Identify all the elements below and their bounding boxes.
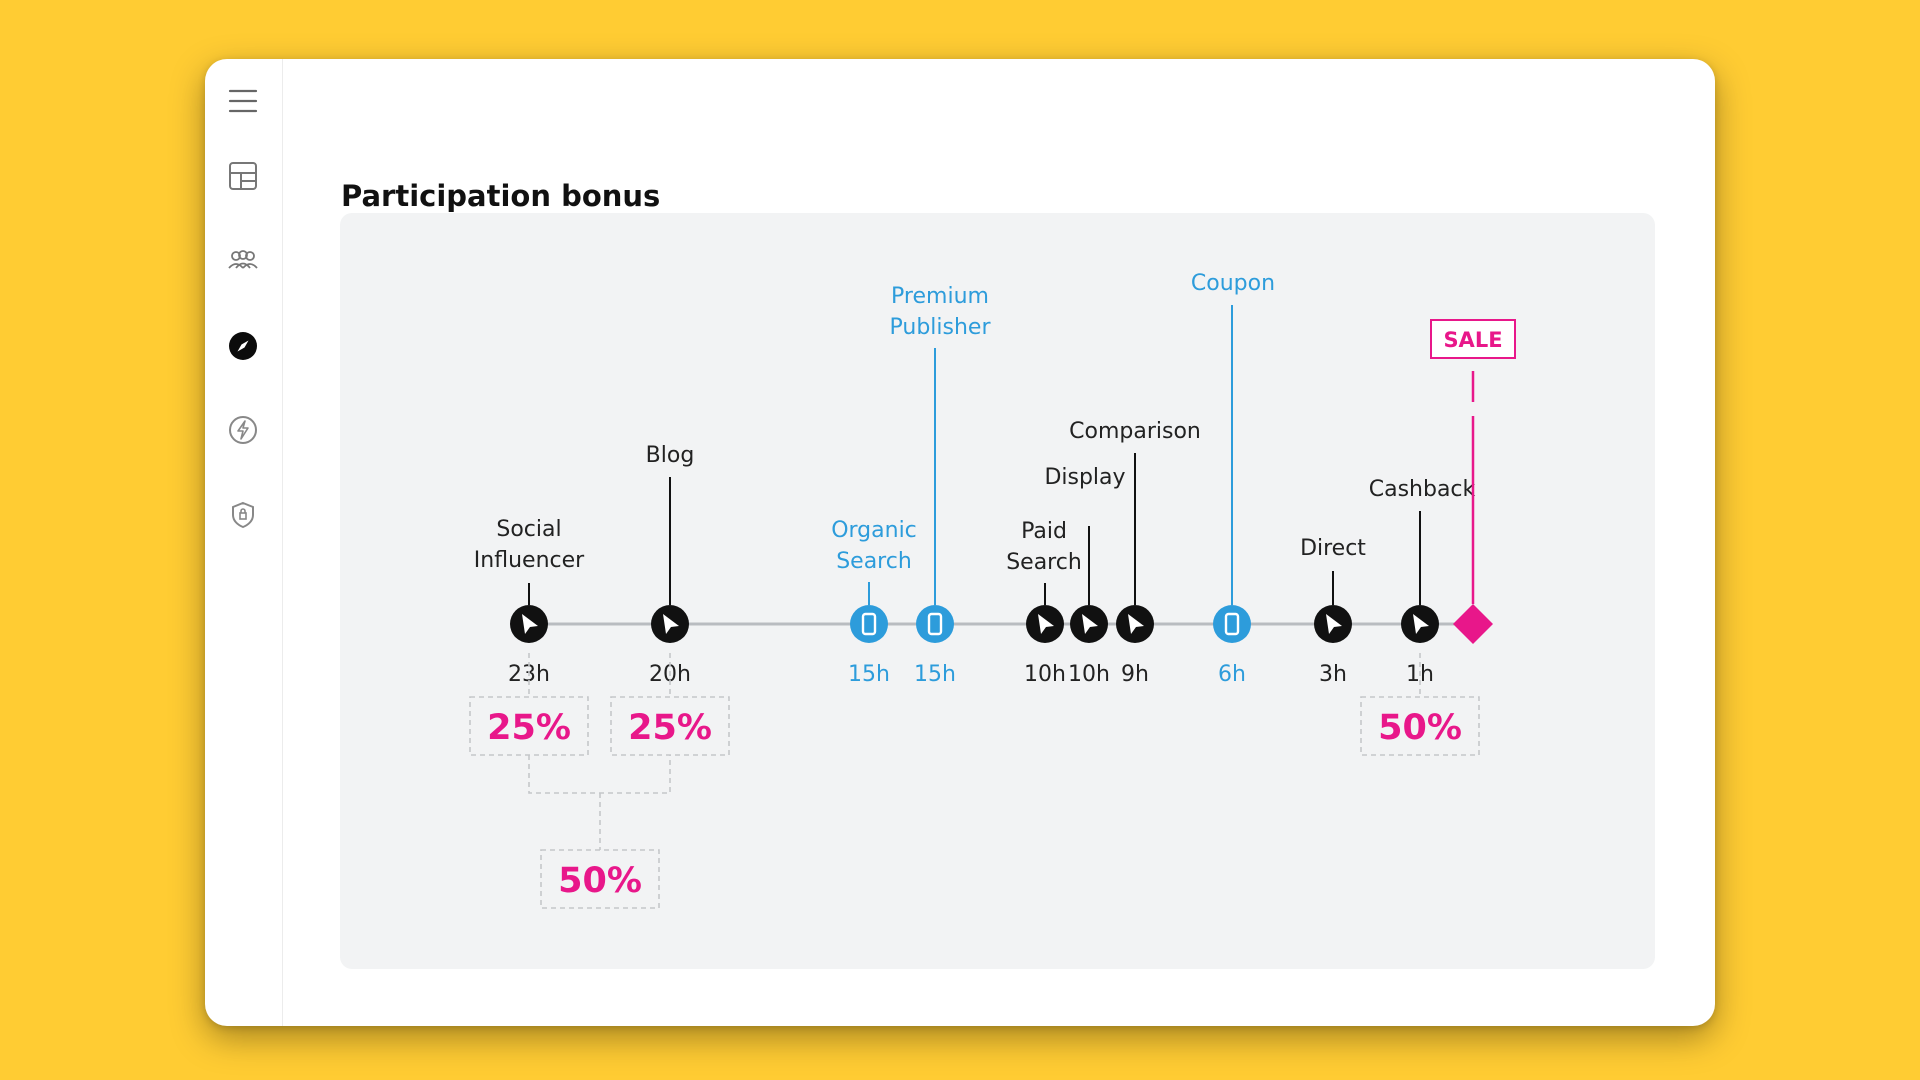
touchpoint-time: 10h [1024, 662, 1066, 687]
touchpoint-label: Blog [646, 443, 695, 468]
touchpoint-time: 6h [1218, 662, 1246, 687]
click-touchpoint-node[interactable] [1070, 605, 1108, 643]
mobile-device-icon [927, 612, 943, 636]
touchpoint-time: 10h [1068, 662, 1110, 687]
touchpoint-direct: Direct 3h [1300, 536, 1366, 687]
compass-icon[interactable] [226, 329, 260, 363]
sidebar [205, 59, 283, 1026]
shield-icon[interactable] [226, 498, 260, 532]
touchpoint-label: Display [1044, 465, 1125, 490]
cursor-click-icon [1413, 614, 1429, 634]
bonus-box: 50% [540, 849, 660, 909]
click-touchpoint-node[interactable] [510, 605, 548, 643]
touchpoint-display: Display 10h [1044, 465, 1125, 687]
lightning-icon[interactable] [226, 413, 260, 447]
cursor-click-icon [1038, 614, 1054, 634]
cursor-click-icon [1082, 614, 1098, 634]
sale-diamond [1453, 604, 1493, 644]
touchpoint-coupon: Coupon 6h [1191, 271, 1275, 687]
touchpoint-time: 9h [1121, 662, 1149, 687]
touchpoint-label: Paid Search [1006, 519, 1082, 575]
touchpoint-label: Cashback [1369, 477, 1476, 502]
cursor-click-icon [663, 614, 679, 634]
sale-conversion: SALE [1430, 319, 1516, 644]
touchpoint-comparison: Comparison 9h [1069, 419, 1201, 687]
mobile-device-icon [1224, 612, 1240, 636]
click-touchpoint-node[interactable] [1116, 605, 1154, 643]
sale-label: SALE [1443, 328, 1502, 352]
attribution-timeline-panel: Social Influencer 23h Blog 20h Organic Search 1… [340, 213, 1655, 969]
touchpoint-time: 3h [1319, 662, 1347, 687]
bonus-percentage: 50% [1378, 708, 1462, 748]
view-touchpoint-node[interactable] [916, 605, 954, 643]
dashboard-icon[interactable] [226, 159, 260, 193]
page-title: Participation bonus [341, 179, 661, 213]
touchpoint-label: Direct [1300, 536, 1366, 561]
hamburger-menu-icon[interactable] [226, 84, 260, 118]
cursor-click-icon [1128, 614, 1144, 634]
touchpoint-premium-publisher: Premium Publisher 15h [890, 284, 992, 687]
click-touchpoint-node[interactable] [1314, 605, 1352, 643]
touchpoint-time: 15h [848, 662, 890, 687]
sale-badge [1430, 319, 1516, 359]
view-touchpoint-node[interactable] [850, 605, 888, 643]
click-touchpoint-node[interactable] [651, 605, 689, 643]
bonus-percentage: 25% [628, 708, 712, 748]
click-touchpoint-node[interactable] [1401, 605, 1439, 643]
bonus-connectors [528, 653, 1421, 850]
touchpoint-label: Social Influencer [474, 517, 585, 573]
click-touchpoint-node[interactable] [1026, 605, 1064, 643]
touchpoint-label: Coupon [1191, 271, 1275, 296]
bonus-percentage: 25% [487, 708, 571, 748]
cursor-click-icon [522, 614, 538, 634]
touchpoint-label: Comparison [1069, 419, 1201, 444]
users-group-icon[interactable] [226, 243, 260, 277]
bonus-box: 25% [610, 696, 730, 756]
view-touchpoint-node[interactable] [1213, 605, 1251, 643]
touchpoint-label: Organic Search [831, 518, 917, 574]
mobile-device-icon [861, 612, 877, 636]
touchpoint-organic-search: Organic Search 15h [831, 518, 917, 687]
cursor-click-icon [1326, 614, 1342, 634]
app-window: Participation bonus Social Influencer 23h B… [205, 59, 1715, 1026]
bonus-box: 25% [469, 696, 589, 756]
touchpoint-paid-search: Paid Search 10h [1006, 519, 1082, 687]
touchpoint-time: 15h [914, 662, 956, 687]
bonus-percentage: 50% [558, 861, 642, 901]
touchpoint-label: Premium Publisher [890, 284, 992, 340]
bonus-box: 50% [1360, 696, 1480, 756]
